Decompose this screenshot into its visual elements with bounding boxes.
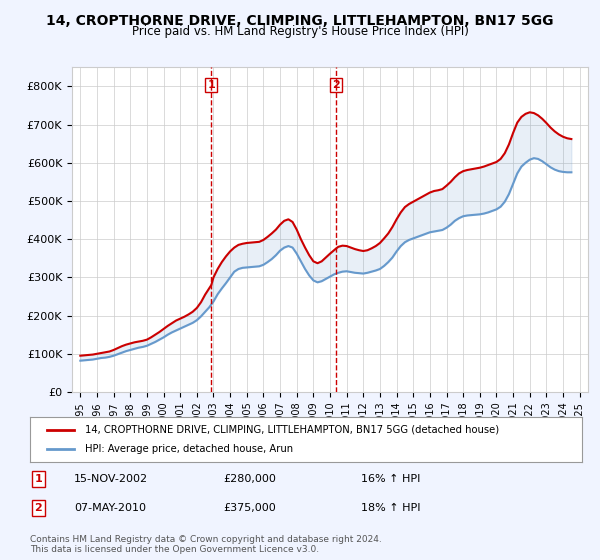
Text: £375,000: £375,000 <box>223 503 276 513</box>
Text: 14, CROPTHORNE DRIVE, CLIMPING, LITTLEHAMPTON, BN17 5GG (detached house): 14, CROPTHORNE DRIVE, CLIMPING, LITTLEHA… <box>85 424 499 435</box>
Text: 2: 2 <box>34 503 42 513</box>
Text: HPI: Average price, detached house, Arun: HPI: Average price, detached house, Arun <box>85 445 293 455</box>
Text: Price paid vs. HM Land Registry's House Price Index (HPI): Price paid vs. HM Land Registry's House … <box>131 25 469 38</box>
Text: £280,000: £280,000 <box>223 474 276 484</box>
Text: 18% ↑ HPI: 18% ↑ HPI <box>361 503 421 513</box>
Text: 1: 1 <box>34 474 42 484</box>
Text: 14, CROPTHORNE DRIVE, CLIMPING, LITTLEHAMPTON, BN17 5GG: 14, CROPTHORNE DRIVE, CLIMPING, LITTLEHA… <box>46 14 554 28</box>
Text: 2: 2 <box>332 80 340 90</box>
Text: Contains HM Land Registry data © Crown copyright and database right 2024.
This d: Contains HM Land Registry data © Crown c… <box>30 535 382 554</box>
Text: 16% ↑ HPI: 16% ↑ HPI <box>361 474 421 484</box>
Text: 15-NOV-2002: 15-NOV-2002 <box>74 474 148 484</box>
Text: 07-MAY-2010: 07-MAY-2010 <box>74 503 146 513</box>
Text: 1: 1 <box>208 80 215 90</box>
